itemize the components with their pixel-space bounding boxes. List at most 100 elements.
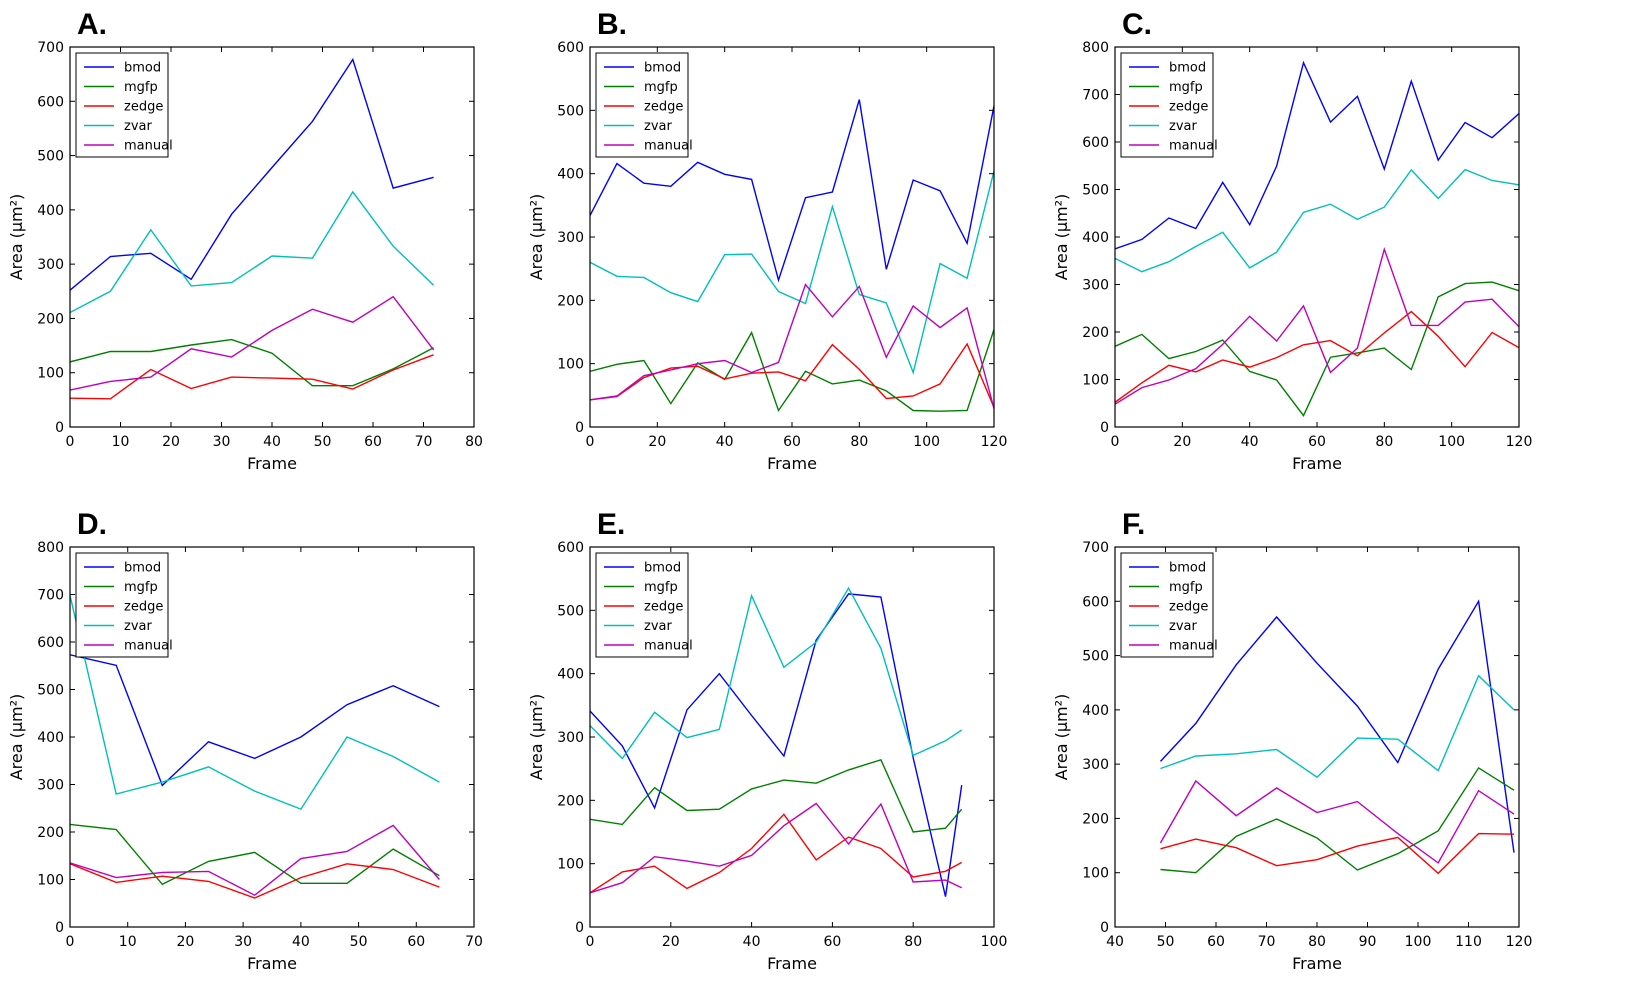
chart-svg: B. 0 20 40 60 80 100 120 0 100 200 300 400 500 600 Fram… — [527, 8, 1008, 473]
x-tick-label: 120 — [981, 434, 1008, 450]
legend-box — [595, 52, 689, 158]
legend: bmod mgfp zedge zvar manual — [595, 552, 693, 658]
y-tick-label: 0 — [1100, 420, 1109, 436]
legend-label-manual: manual — [644, 639, 693, 654]
panel-label: C. — [1122, 8, 1152, 41]
plot-lines — [70, 57, 435, 400]
series-line-manual — [70, 824, 440, 897]
y-tick-label: 300 — [37, 257, 64, 273]
legend-label-mgfp: mgfp — [1169, 80, 1203, 95]
legend-label-mgfp: mgfp — [644, 80, 678, 95]
chart-svg: C. 0 20 40 60 80 100 120 0 100 200 300 400 500 600 700 8… — [1052, 8, 1533, 473]
legend-label-bmod: bmod — [124, 61, 161, 76]
x-tick-label: 80 — [904, 934, 922, 950]
x-axis-label: Frame — [1292, 954, 1342, 973]
panel-label: D. — [77, 508, 107, 541]
series-line-bmod — [590, 593, 963, 897]
x-tick-label: 70 — [465, 934, 483, 950]
legend-label-zvar: zvar — [124, 619, 152, 634]
y-tick-label: 100 — [1082, 866, 1109, 882]
series-line-bmod — [1159, 599, 1515, 853]
y-tick-label: 200 — [1082, 811, 1109, 827]
series-line-zvar — [1115, 168, 1519, 273]
legend-label-zvar: zvar — [644, 619, 672, 634]
chart-panel-b: B. 0 20 40 60 80 100 120 0 100 200 300 400 500 600 Fram… — [520, 0, 1070, 500]
legend-label-zedge: zedge — [1169, 600, 1208, 615]
chart-panel-a: A. 0 10 20 30 40 50 60 70 80 0 100 200 300 400 500 600 70… — [0, 0, 550, 500]
x-tick-label: 60 — [783, 434, 801, 450]
legend: bmod mgfp zedge zvar manual — [595, 52, 693, 158]
y-tick-label: 100 — [37, 366, 64, 382]
series-line-mgfp — [1115, 281, 1519, 417]
series-line-zvar — [70, 190, 435, 314]
x-tick-label: 50 — [314, 434, 332, 450]
x-tick-label: 0 — [66, 934, 75, 950]
legend-label-bmod: bmod — [1169, 61, 1206, 76]
chart-svg: F. 40 50 60 70 80 90 100 110 120 0 100 200 300 400 500 6… — [1052, 508, 1533, 973]
x-tick-label: 120 — [1506, 934, 1533, 950]
legend-label-manual: manual — [124, 139, 173, 154]
series-line-mgfp — [590, 758, 963, 833]
x-tick-label: 20 — [177, 934, 195, 950]
y-tick-label: 300 — [37, 778, 64, 794]
panel-label: F. — [1122, 508, 1145, 541]
y-tick-label: 600 — [1082, 594, 1109, 610]
x-tick-label: 40 — [716, 434, 734, 450]
x-tick-label: 60 — [823, 934, 841, 950]
chart-panel-e: E. 0 20 40 60 80 100 0 100 200 300 400 500 600 Frame Ar… — [520, 500, 1070, 1000]
x-tick-label: 90 — [1359, 934, 1377, 950]
y-tick-label: 700 — [1082, 88, 1109, 104]
plot-lines — [1159, 599, 1515, 875]
y-tick-label: 500 — [37, 683, 64, 699]
series-line-manual — [70, 295, 435, 391]
y-tick-label: 400 — [1082, 703, 1109, 719]
x-tick-label: 100 — [1438, 434, 1465, 450]
series-line-zedge — [70, 863, 440, 899]
y-axis-label: Area (μm²) — [7, 694, 26, 781]
x-tick-label: 120 — [1506, 434, 1533, 450]
series-line-zvar — [1160, 674, 1515, 779]
x-tick-label: 40 — [743, 934, 761, 950]
x-tick-label: 110 — [1455, 934, 1482, 950]
y-tick-label: 300 — [1082, 278, 1109, 294]
x-tick-label: 60 — [407, 934, 425, 950]
legend-label-bmod: bmod — [644, 61, 681, 76]
y-tick-label: 500 — [1082, 649, 1109, 665]
plot-lines — [1115, 60, 1519, 417]
legend-label-zvar: zvar — [644, 119, 672, 134]
panel-label: A. — [77, 8, 107, 41]
y-tick-label: 500 — [557, 603, 584, 619]
chart-svg: D.0 10 20 30 40 50 60 7001002003004005006007008… — [7, 508, 483, 973]
legend-label-manual: manual — [1169, 139, 1218, 154]
series-line-mgfp — [1160, 766, 1515, 874]
series-line-manual — [590, 283, 994, 409]
y-tick-label: 800 — [37, 540, 64, 556]
x-tick-label: 10 — [119, 934, 137, 950]
legend-label-manual: manual — [124, 639, 173, 654]
series-line-zedge — [70, 354, 434, 400]
x-axis-label: Frame — [767, 954, 817, 973]
series-line-bmod — [70, 654, 440, 787]
series-line-zvar — [70, 595, 440, 811]
x-tick-label: 30 — [234, 934, 252, 950]
chart-svg: E. 0 20 40 60 80 100 0 100 200 300 400 500 600 Frame Ar… — [527, 508, 1007, 973]
x-tick-label: 50 — [1157, 934, 1175, 950]
x-tick-label: 20 — [648, 434, 666, 450]
legend-label-mgfp: mgfp — [644, 580, 678, 595]
x-tick-label: 40 — [1241, 434, 1259, 450]
legend-label-zvar: zvar — [1169, 619, 1197, 634]
x-tick-label: 0 — [586, 934, 595, 950]
y-tick-label: 200 — [557, 793, 584, 809]
y-axis-label: Area (μm²) — [527, 694, 546, 781]
y-axis-label: Area (μm²) — [7, 194, 26, 281]
x-tick-label: 80 — [1375, 434, 1393, 450]
x-tick-label: 70 — [415, 434, 433, 450]
y-tick-label: 400 — [1082, 230, 1109, 246]
series-line-zedge — [1160, 832, 1515, 875]
chart-panel-f: F. 40 50 60 70 80 90 100 110 120 0 100 200 300 400 500 6… — [1045, 500, 1595, 1000]
legend-label-mgfp: mgfp — [124, 580, 158, 595]
x-tick-label: 20 — [162, 434, 180, 450]
legend-label-bmod: bmod — [1169, 561, 1206, 576]
y-axis-label: Area (μm²) — [527, 194, 546, 281]
series-line-zedge — [590, 342, 994, 408]
